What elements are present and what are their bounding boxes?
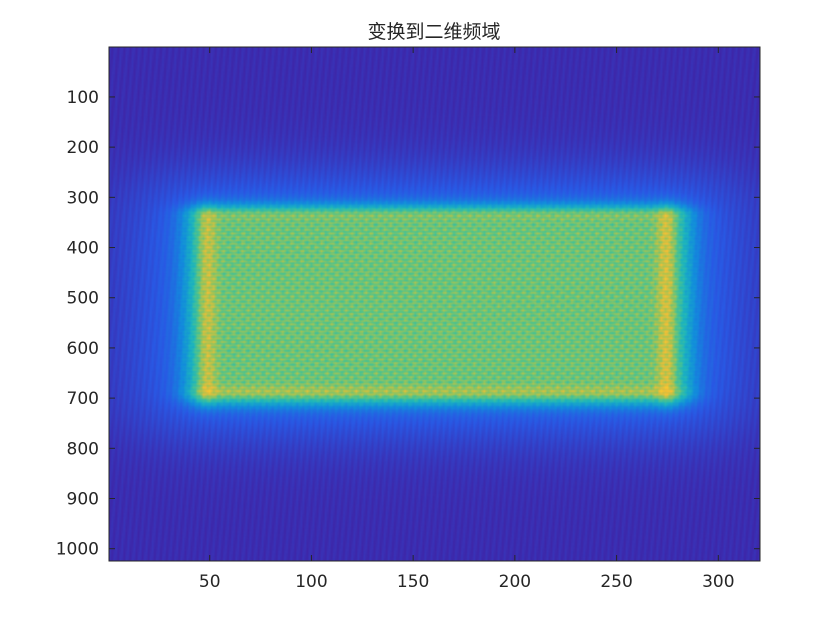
x-tick-label: 200 [499, 572, 531, 592]
y-tick-label: 700 [67, 389, 99, 409]
x-tick-label: 100 [295, 572, 327, 592]
heatmap [109, 47, 760, 561]
y-tick-label: 900 [67, 490, 99, 510]
y-tick-label: 400 [67, 239, 99, 259]
heatmap-image [109, 47, 760, 561]
y-tick-label: 1000 [56, 540, 99, 560]
y-axis: 100 200 300 400 500 600 700 800 900 1000 [56, 88, 760, 560]
y-tick-label: 200 [67, 138, 99, 158]
y-tick-label: 500 [67, 289, 99, 309]
x-tick-label: 250 [600, 572, 632, 592]
axes-frame [108, 46, 761, 562]
x-tick-label: 150 [397, 572, 429, 592]
x-axis: 50 100 150 200 250 300 [199, 47, 735, 592]
y-tick-label: 800 [67, 439, 99, 459]
y-tick-label: 600 [67, 339, 99, 359]
y-tick-label: 100 [67, 88, 99, 108]
chart-title: 变换到二维频域 [367, 21, 500, 43]
x-tick-label: 300 [702, 572, 734, 592]
x-tick-label: 50 [199, 572, 221, 592]
y-tick-label: 300 [67, 188, 99, 208]
